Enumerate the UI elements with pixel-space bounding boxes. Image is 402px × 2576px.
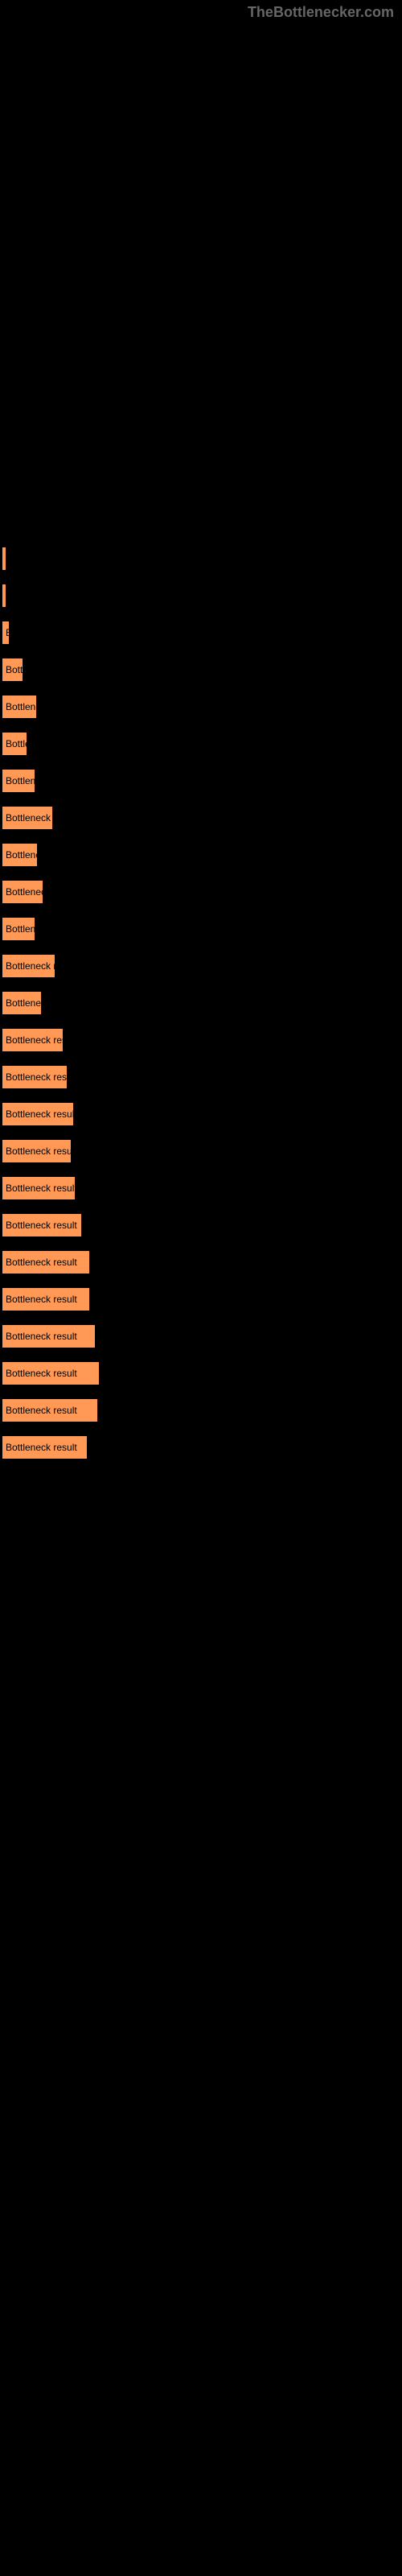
bar-row bbox=[2, 584, 402, 607]
bar-text: Bottleneck result bbox=[6, 1071, 67, 1083]
chart-bar bbox=[2, 584, 6, 607]
bar-row: Bottleneck result bbox=[2, 1140, 402, 1162]
chart-bar: B bbox=[2, 621, 9, 644]
bar-text: Bottleneck result bbox=[6, 1331, 77, 1342]
chart-bar: Bottleneck result bbox=[2, 1177, 75, 1199]
bar-text: Bottleneck bbox=[6, 923, 35, 935]
bar-text: Bottleneck result bbox=[6, 960, 55, 972]
bar-row: Bottleneck bbox=[2, 696, 402, 718]
chart-bar: Bottleneck result bbox=[2, 1325, 95, 1348]
bar-row: Bottleneck result bbox=[2, 1399, 402, 1422]
chart-bar: Bottleneck result bbox=[2, 1140, 71, 1162]
bar-row: Bottle bbox=[2, 658, 402, 681]
bar-text: Bottleneck result bbox=[6, 1257, 77, 1268]
bar-row: Bottleneck bbox=[2, 918, 402, 940]
bar-text: Bottleneck resu bbox=[6, 812, 52, 824]
watermark: TheBottlenecker.com bbox=[248, 4, 394, 21]
bar-row: Bottleneck result bbox=[2, 1029, 402, 1051]
bar-row: B bbox=[2, 621, 402, 644]
bar-row: Bottleneck r bbox=[2, 770, 402, 792]
chart-bar: Bottleneck result bbox=[2, 1251, 89, 1274]
bar-row: Bottleneck result bbox=[2, 1436, 402, 1459]
bar-text: Bottle bbox=[6, 664, 23, 675]
bar-text: Bottleneck res bbox=[6, 886, 43, 898]
bar-row: Bottleneck result bbox=[2, 1177, 402, 1199]
chart-bar: Bottleneck resu bbox=[2, 807, 52, 829]
chart-bar: Bottleneck result bbox=[2, 1103, 73, 1125]
bar-text: Bottlen bbox=[6, 738, 27, 749]
chart-bar: Bottleneck bbox=[2, 696, 36, 718]
bar-text: Bottleneck result bbox=[6, 1034, 63, 1046]
bar-text: Bottleneck result bbox=[6, 1183, 75, 1194]
bar-text: B bbox=[6, 627, 9, 638]
bar-row: Bottleneck result bbox=[2, 1066, 402, 1088]
bar-row: Bottleneck resu bbox=[2, 807, 402, 829]
chart-bar: Bottleneck result bbox=[2, 1066, 67, 1088]
chart-bar: Bottleneck result bbox=[2, 1214, 81, 1236]
chart-bar: Bottleneck res bbox=[2, 881, 43, 903]
bar-row: Bottleneck result bbox=[2, 1251, 402, 1274]
chart-bar: Bottleneck r bbox=[2, 770, 35, 792]
bar-text: Bottleneck r bbox=[6, 775, 35, 786]
bar-row: B bbox=[2, 547, 402, 570]
bar-row: Bottleneck result bbox=[2, 1288, 402, 1311]
bar-row: Bottleneck result bbox=[2, 1214, 402, 1236]
chart-container: B B Bottle Bottleneck Bottlen Bottleneck r Bot… bbox=[0, 0, 402, 1513]
chart-bar: Bottleneck bbox=[2, 918, 35, 940]
bar-text: Bottleneck result bbox=[6, 1368, 77, 1379]
chart-bar: Bottleneck result bbox=[2, 1399, 97, 1422]
chart-bar: Bottlen bbox=[2, 733, 27, 755]
bar-text: Bottleneck re bbox=[6, 997, 41, 1009]
bar-text: Bottleneck result bbox=[6, 1405, 77, 1416]
bar-text: Bottleneck result bbox=[6, 1146, 71, 1157]
bar-row: Bottleneck result bbox=[2, 1362, 402, 1385]
chart-bar: Bottle bbox=[2, 658, 23, 681]
chart-bar: Bottleneck result bbox=[2, 955, 55, 977]
chart-bar: Bottleneck result bbox=[2, 1288, 89, 1311]
bar-text: Bottleneck bbox=[6, 701, 36, 712]
bar-row: Bottleneck result bbox=[2, 1325, 402, 1348]
bar-text: Bottleneck result bbox=[6, 1294, 77, 1305]
chart-bar: Bottleneck result bbox=[2, 1362, 99, 1385]
bar-text: Bottleneck r bbox=[6, 849, 37, 861]
bar-row: Bottleneck res bbox=[2, 881, 402, 903]
chart-bar: Bottleneck result bbox=[2, 1436, 87, 1459]
bar-row: Bottleneck result bbox=[2, 1103, 402, 1125]
chart-bar: Bottleneck result bbox=[2, 1029, 63, 1051]
bar-text: Bottleneck result bbox=[6, 1220, 77, 1231]
bar-text: Bottleneck result bbox=[6, 1442, 77, 1453]
chart-bar: B bbox=[2, 547, 6, 570]
chart-bar: Bottleneck r bbox=[2, 844, 37, 866]
bar-text: Bottleneck result bbox=[6, 1108, 73, 1120]
bar-row: Bottleneck result bbox=[2, 955, 402, 977]
bar-row: Bottlen bbox=[2, 733, 402, 755]
bar-row: Bottleneck r bbox=[2, 844, 402, 866]
chart-bar: Bottleneck re bbox=[2, 992, 41, 1014]
bar-row: Bottleneck re bbox=[2, 992, 402, 1014]
